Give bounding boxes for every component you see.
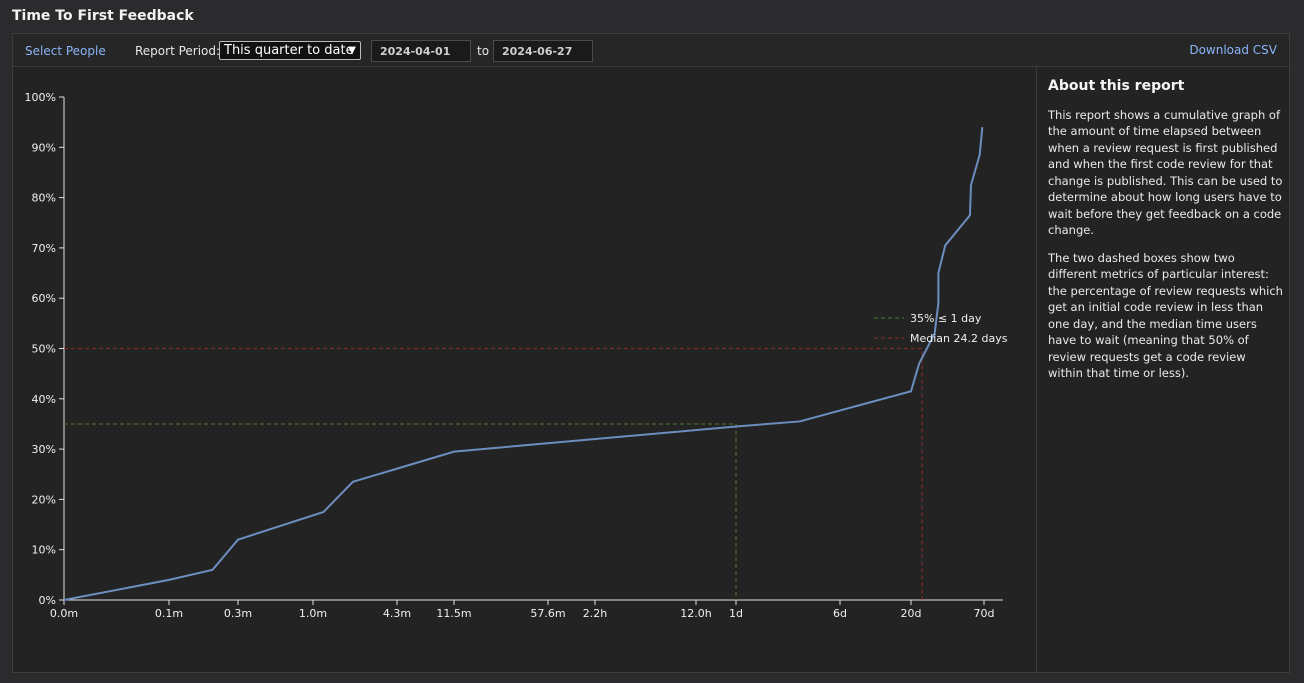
marker-box	[64, 423, 737, 600]
y-tick-label: 40%	[32, 393, 56, 406]
select-people-link[interactable]: Select People	[25, 44, 106, 58]
download-csv-link[interactable]: Download CSV	[1189, 43, 1277, 57]
x-tick-label: 1.0m	[299, 607, 327, 620]
y-tick-label: 100%	[25, 91, 56, 104]
x-tick-label: 70d	[974, 607, 995, 620]
series-line	[63, 127, 984, 601]
chevron-down-icon: ▼	[348, 45, 356, 56]
report-period-select[interactable]: This quarter to date ▼	[219, 41, 361, 60]
marker-box	[64, 348, 923, 600]
y-tick-label: 80%	[32, 192, 56, 205]
y-tick-label: 90%	[32, 141, 56, 154]
x-tick-label: 4.3m	[383, 607, 411, 620]
legend-label: 35% ≤ 1 day	[910, 312, 982, 325]
y-tick-label: 0%	[39, 594, 56, 607]
report-period-value: This quarter to date	[224, 43, 354, 58]
y-tick-label: 20%	[32, 493, 56, 506]
x-tick-label: 0.3m	[224, 607, 252, 620]
x-tick-label: 1d	[729, 607, 743, 620]
report-period-label: Report Period:	[135, 44, 221, 58]
x-tick-label: 12.0h	[680, 607, 711, 620]
end-date-input[interactable]: 2024-06-27	[493, 40, 593, 62]
report-panel: Select People Report Period: This quarte…	[12, 33, 1290, 673]
x-tick-label: 57.6m	[530, 607, 565, 620]
toolbar: Select People Report Period: This quarte…	[13, 34, 1289, 67]
about-title: About this report	[1048, 78, 1185, 94]
y-tick-label: 30%	[32, 443, 56, 456]
x-tick-label: 2.2h	[583, 607, 607, 620]
sidebar-divider	[1036, 66, 1037, 672]
about-paragraph-2: The two dashed boxes show two different …	[1048, 250, 1283, 381]
y-tick-label: 70%	[32, 242, 56, 255]
x-tick-label: 20d	[901, 607, 922, 620]
to-label: to	[477, 44, 490, 58]
page-title: Time To First Feedback	[12, 8, 194, 24]
x-tick-label: 0.0m	[50, 607, 78, 620]
feedback-chart: 0% 10% 20% 30% 40% 50% 60% 70% 80% 90% 100% 0.0m 0.1…	[25, 91, 1008, 620]
start-date-input[interactable]: 2024-04-01	[371, 40, 471, 62]
about-paragraph-1: This report shows a cumulative graph of …	[1048, 107, 1283, 238]
x-tick-label: 6d	[833, 607, 847, 620]
y-tick-label: 60%	[32, 292, 56, 305]
legend-label: Median 24.2 days	[910, 332, 1008, 345]
y-tick-label: 10%	[32, 544, 56, 557]
x-tick-label: 0.1m	[155, 607, 183, 620]
y-tick-label: 50%	[32, 343, 56, 356]
about-panel: About this report This report shows a cu…	[1048, 78, 1284, 393]
x-tick-label: 11.5m	[436, 607, 471, 620]
